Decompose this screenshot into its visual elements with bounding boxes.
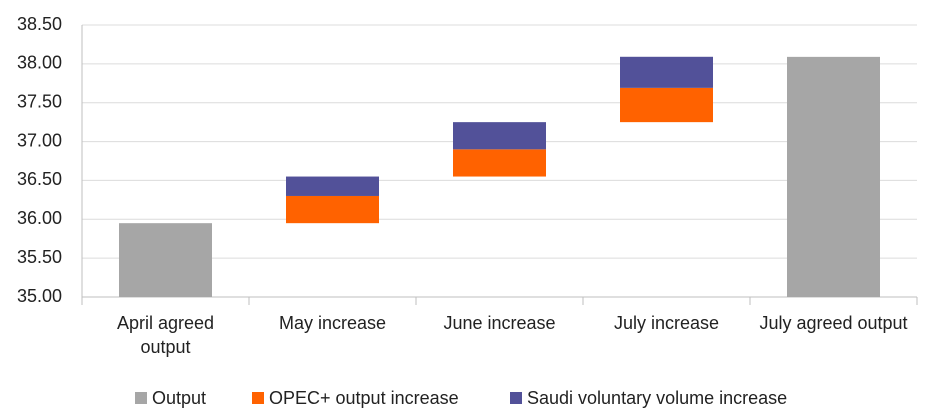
bar-segment [620,56,713,88]
legend-label: OPEC+ output increase [269,388,459,408]
bar [119,223,212,297]
legend-label: Saudi voluntary volume increase [527,388,787,408]
x-tick-label: May increase [278,313,387,333]
x-tick-label: June increase [443,313,556,333]
y-tick-label: 38.50 [17,14,62,34]
legend-swatch [135,392,147,404]
bar-segment [453,149,546,177]
legend-label: Output [152,388,206,408]
x-tick-label: April agreed output [116,313,215,357]
x-tick-label: July agreed output [759,313,908,333]
x-tick-label: July increase [613,313,720,333]
y-tick-label: 36.50 [17,169,62,189]
y-tick-label: 35.50 [17,247,62,267]
bar [787,56,880,298]
y-tick-label: 37.50 [17,91,62,111]
y-tick-label: 36.00 [17,208,62,228]
bar-segment [286,176,379,196]
y-tick-label: 37.00 [17,130,62,150]
legend-swatch [252,392,264,404]
y-tick-label: 38.00 [17,53,62,73]
bar-segment [453,122,546,150]
y-tick-label: 35.00 [17,286,62,306]
bar-segment [286,195,379,224]
legend-swatch [510,392,522,404]
bar-segment [620,87,713,123]
